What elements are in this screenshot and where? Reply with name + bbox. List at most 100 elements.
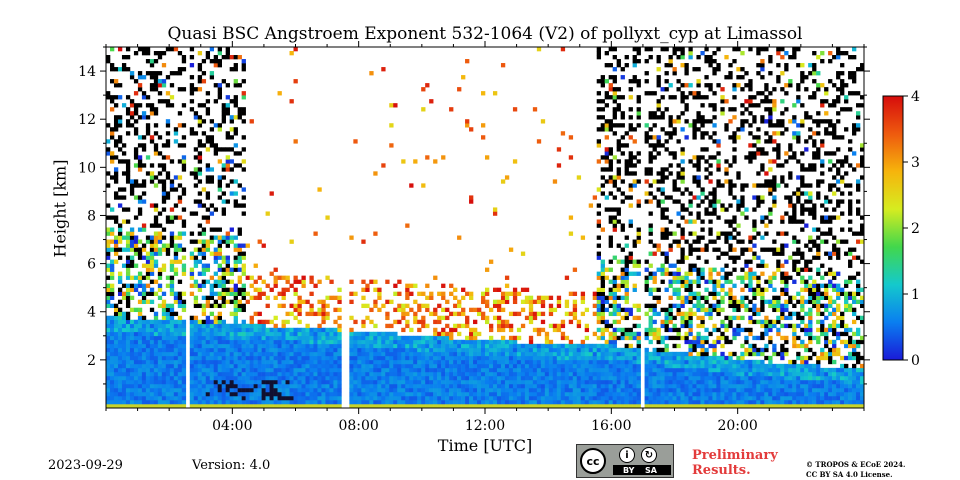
heatmap-cell	[552, 327, 558, 333]
heatmap-cell	[309, 363, 314, 369]
heatmap-cell	[109, 107, 115, 112]
heatmap-cell	[337, 375, 342, 381]
heatmap-cell	[141, 355, 147, 361]
heatmap-cell	[596, 251, 601, 256]
heatmap-cell	[620, 95, 625, 100]
heatmap-cell	[173, 131, 179, 136]
heatmap-cell	[113, 331, 119, 337]
heatmap-cell	[516, 387, 522, 393]
heatmap-cell	[500, 363, 506, 369]
heatmap-cell	[189, 387, 195, 393]
heatmap-cell	[129, 363, 135, 369]
heatmap-cell	[453, 323, 458, 329]
heatmap-cell	[393, 291, 398, 296]
heatmap-cell	[564, 375, 570, 381]
heatmap-cell	[221, 339, 226, 345]
heatmap-cell	[385, 335, 390, 341]
heatmap-cell	[205, 207, 211, 212]
heatmap-cell	[401, 311, 406, 317]
heatmap-cell	[453, 347, 458, 353]
heatmap-cell	[381, 67, 386, 72]
heatmap-cell	[285, 359, 290, 365]
heatmap-cell	[576, 383, 582, 389]
heatmap-cell	[337, 403, 342, 409]
heatmap-cell	[165, 303, 171, 309]
heatmap-cell	[161, 363, 167, 369]
heatmap-cell	[369, 387, 374, 393]
heatmap-cell	[333, 383, 338, 389]
heatmap-cell	[121, 263, 127, 268]
heatmap-cell	[692, 311, 697, 317]
heatmap-cell	[692, 119, 697, 124]
heatmap-cell	[628, 331, 633, 337]
heatmap-cell	[548, 363, 554, 369]
heatmap-cell	[449, 367, 454, 373]
heatmap-cell	[153, 247, 159, 252]
heatmap-cell	[277, 363, 282, 369]
heatmap-cell	[365, 367, 370, 373]
heatmap-cell	[269, 367, 274, 373]
heatmap-cell	[137, 211, 143, 216]
heatmap-cell	[477, 379, 482, 385]
heatmap-cell	[664, 307, 669, 313]
heatmap-cell	[229, 191, 234, 196]
heatmap-cell	[149, 255, 155, 260]
heatmap-cell	[157, 355, 163, 361]
heatmap-cell	[261, 343, 266, 349]
heatmap-cell	[520, 359, 526, 365]
heatmap-cell	[596, 327, 601, 333]
heatmap-cell	[704, 259, 709, 264]
heatmap-cell	[153, 79, 159, 84]
heatmap-cell	[612, 279, 617, 284]
heatmap-cell	[636, 79, 641, 84]
heatmap-cell	[433, 347, 438, 353]
heatmap-cell	[636, 351, 641, 357]
heatmap-cell	[632, 271, 637, 276]
heatmap-cell	[321, 355, 326, 361]
heatmap-cell	[516, 375, 522, 381]
heatmap-cell	[277, 391, 282, 397]
heatmap-cell	[301, 403, 306, 409]
heatmap-cell	[696, 351, 701, 357]
heatmap-cell	[117, 355, 123, 361]
heatmap-cell	[433, 403, 438, 409]
heatmap-cell	[349, 387, 354, 393]
heatmap-cell	[481, 391, 486, 397]
heatmap-cell	[520, 387, 526, 393]
heatmap-cell	[149, 171, 155, 176]
heatmap-cell	[544, 379, 550, 385]
heatmap-cell	[373, 331, 378, 337]
heatmap-cell	[708, 239, 713, 244]
heatmap-cell	[624, 235, 629, 240]
heatmap-cell	[173, 323, 179, 329]
heatmap-cell	[449, 403, 454, 409]
heatmap-cell	[125, 331, 131, 337]
heatmap-cell	[173, 47, 179, 52]
heatmap-cell	[173, 187, 179, 192]
heatmap-cell	[429, 395, 434, 401]
heatmap-cell	[153, 335, 159, 341]
heatmap-cell	[648, 403, 653, 409]
heatmap-cell	[133, 163, 139, 168]
heatmap-cell	[620, 283, 625, 288]
heatmap-cell	[516, 359, 522, 365]
heatmap-cell	[317, 383, 322, 389]
heatmap-cell	[321, 299, 326, 305]
heatmap-cell	[373, 363, 378, 369]
heatmap-cell	[157, 335, 163, 341]
heatmap-cell	[481, 403, 486, 409]
heatmap-cell	[457, 343, 462, 349]
heatmap-cell	[277, 383, 282, 389]
heatmap-cell	[469, 403, 474, 409]
heatmap-cell	[536, 331, 542, 337]
heatmap-cell	[604, 91, 609, 96]
heatmap-cell	[381, 367, 386, 373]
heatmap-cell	[449, 399, 454, 405]
heatmap-cell	[329, 379, 334, 385]
heatmap-cell	[113, 235, 119, 240]
heatmap-cell	[301, 279, 306, 284]
heatmap-cell	[209, 331, 215, 337]
heatmap-cell	[241, 355, 246, 361]
heatmap-cell	[584, 379, 590, 385]
heatmap-cell	[209, 127, 215, 132]
